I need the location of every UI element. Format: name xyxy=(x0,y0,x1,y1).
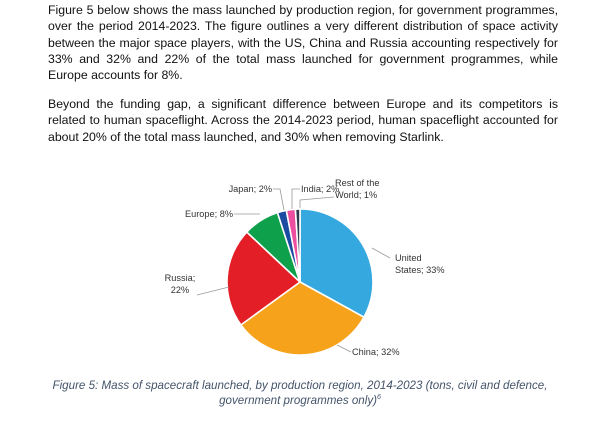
caption-footnote-mark: 6 xyxy=(376,393,381,401)
pie-slice-united-states xyxy=(299,208,374,319)
pie-slice-china xyxy=(239,281,366,356)
slice-label-china: China; 32% xyxy=(352,347,400,357)
paragraph-figure-intro: Figure 5 below shows the mass launched b… xyxy=(48,3,558,83)
leader-line-rest-of-the-world xyxy=(299,196,335,208)
slice-label-rest-of-the-world: Rest of the World; 1% xyxy=(335,178,379,200)
leader-line-japan xyxy=(273,188,285,211)
pie-chart: United States; 33% China; 32% Russia; 22% Eur… xyxy=(0,170,600,375)
figure-caption: Figure 5: Mass of spacecraft launched, b… xyxy=(30,379,570,408)
pie-chart-svg: United States; 33% China; 32% Russia; 22% Eur… xyxy=(165,178,445,357)
slice-label-japan: Japan; 2% xyxy=(229,184,272,194)
slice-label-europe: Europe; 8% xyxy=(185,209,233,219)
caption-text: Figure 5: Mass of spacecraft launched, b… xyxy=(52,379,548,407)
slice-label-united-states: United States; 33% xyxy=(395,253,445,275)
leader-line-india xyxy=(291,188,300,209)
slice-label-russia: Russia; 22% xyxy=(165,273,196,295)
slice-label-india: India; 2% xyxy=(301,184,339,194)
paragraph-human-spaceflight: Beyond the funding gap, a significant di… xyxy=(48,97,558,144)
leader-line-china xyxy=(336,344,352,353)
leader-line-russia xyxy=(196,286,230,296)
pie-slice-rest-of-the-world xyxy=(294,208,301,283)
pie-slice-russia xyxy=(226,230,302,327)
leader-line-united-states xyxy=(371,247,391,259)
